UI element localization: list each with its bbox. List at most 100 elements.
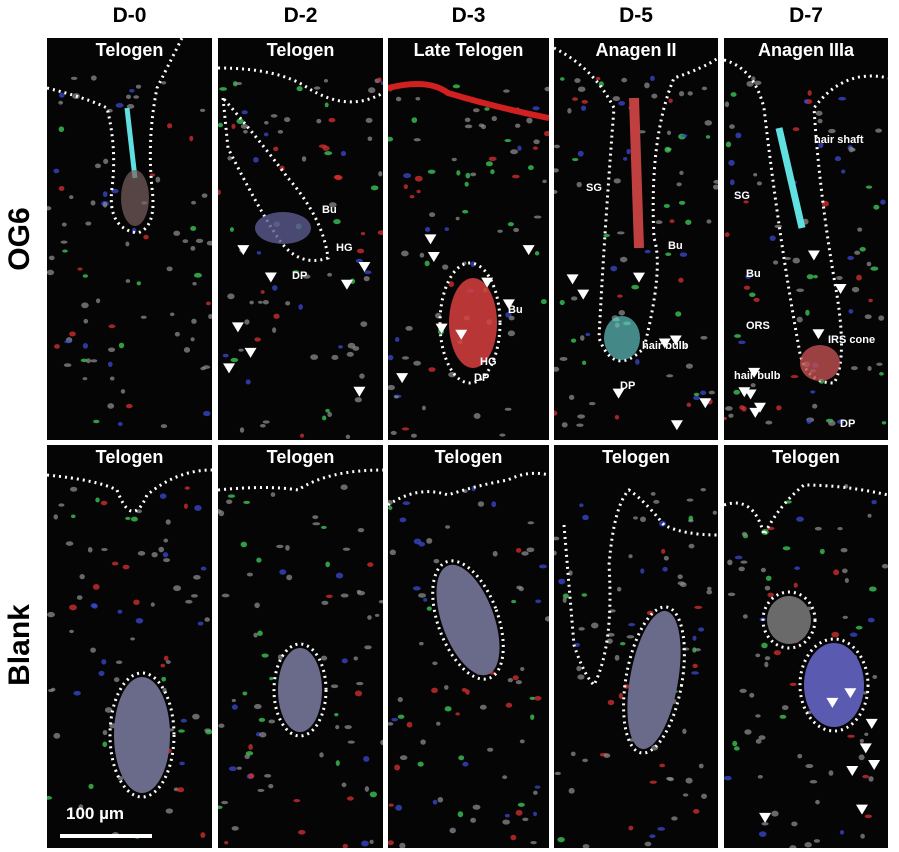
cell-nucleus — [851, 366, 858, 371]
cell-nucleus — [693, 395, 700, 401]
cell-nucleus — [231, 698, 236, 703]
cell-nucleus — [329, 202, 337, 208]
cell-nucleus — [857, 227, 863, 232]
cell-nucleus — [272, 285, 278, 291]
panel-og6-d5: Anagen II SG Bu hair bulb DP — [554, 38, 718, 440]
cell-nucleus — [155, 176, 161, 183]
cell-nucleus — [388, 384, 395, 391]
cell-nucleus — [340, 593, 349, 598]
cell-nucleus — [325, 408, 330, 413]
panel-blank-d7: Telogen — [724, 445, 888, 848]
cell-nucleus — [452, 84, 461, 89]
cell-nucleus — [163, 538, 169, 543]
arrowhead-marker — [455, 329, 468, 340]
cell-nucleus — [327, 411, 333, 418]
cell-nucleus — [218, 805, 223, 809]
cell-nucleus — [102, 191, 108, 198]
cell-nucleus — [813, 274, 818, 279]
cell-nucleus — [334, 712, 339, 717]
cell-nucleus — [204, 617, 210, 622]
cell-nucleus — [465, 689, 470, 695]
cell-nucleus — [368, 87, 376, 94]
cell-nucleus — [302, 274, 311, 279]
cell-nucleus — [465, 172, 471, 179]
cell-nucleus — [685, 219, 692, 225]
arrowhead-marker — [868, 759, 881, 770]
cell-nucleus — [484, 107, 490, 111]
cell-nucleus — [324, 102, 329, 108]
cell-nucleus — [80, 358, 88, 363]
cell-nucleus — [243, 500, 251, 505]
cell-nucleus — [374, 613, 380, 617]
cell-nucleus — [644, 249, 651, 254]
cell-nucleus — [871, 500, 877, 505]
cell-nucleus — [61, 222, 67, 227]
cell-nucleus — [784, 256, 791, 261]
cell-nucleus — [818, 142, 824, 149]
cell-nucleus — [534, 251, 540, 256]
cell-nucleus — [195, 238, 204, 244]
cell-nucleus — [462, 209, 469, 214]
cell-nucleus — [492, 550, 498, 557]
cell-nucleus — [85, 221, 92, 226]
cell-nucleus — [135, 617, 144, 624]
cell-nucleus — [570, 296, 578, 301]
cell-nucleus — [102, 741, 108, 748]
cell-nucleus — [125, 516, 131, 520]
cell-nucleus — [327, 272, 333, 277]
arrowhead-marker — [566, 274, 579, 285]
cell-nucleus — [388, 354, 394, 361]
cell-nucleus — [858, 754, 865, 761]
cell-nucleus — [707, 586, 712, 591]
cell-nucleus — [513, 227, 520, 233]
cell-nucleus — [880, 199, 886, 205]
cell-nucleus — [581, 593, 588, 597]
cell-nucleus — [333, 218, 341, 225]
arrowhead-marker — [844, 688, 857, 699]
cell-nucleus — [663, 555, 669, 561]
cell-nucleus — [796, 316, 803, 323]
cell-nucleus — [705, 135, 711, 139]
cell-nucleus — [90, 359, 98, 363]
cell-nucleus — [727, 592, 736, 597]
row-label-og6: OG6 — [3, 207, 36, 271]
cell-nucleus — [194, 505, 202, 511]
cell-nucleus — [298, 304, 304, 310]
cell-nucleus — [357, 527, 365, 533]
cell-nucleus — [60, 240, 68, 244]
cell-nucleus — [603, 233, 610, 238]
cell-nucleus — [273, 313, 280, 319]
cell-nucleus — [544, 86, 549, 92]
cell-nucleus — [218, 723, 225, 728]
cell-nucleus — [353, 656, 359, 661]
cell-nucleus — [135, 84, 142, 89]
cell-nucleus — [667, 777, 675, 782]
arrowhead-marker — [481, 277, 494, 288]
cell-nucleus — [347, 740, 355, 744]
cell-nucleus — [344, 725, 352, 730]
cell-nucleus — [248, 773, 255, 779]
cell-nucleus — [394, 337, 400, 342]
cell-nucleus — [864, 732, 869, 737]
cell-nucleus — [378, 600, 383, 604]
cell-nucleus — [133, 599, 140, 606]
cell-nucleus — [844, 578, 849, 583]
arrowhead-marker — [353, 386, 366, 397]
cell-nucleus — [859, 246, 866, 252]
cell-nucleus — [753, 80, 762, 86]
cell-nucleus — [771, 810, 779, 817]
cell-nucleus — [734, 334, 742, 338]
cell-nucleus — [169, 312, 175, 317]
cell-nucleus — [567, 108, 572, 114]
arrowhead-marker — [427, 252, 440, 263]
label-dp: DP — [620, 380, 636, 392]
cell-nucleus — [208, 313, 212, 320]
cell-nucleus — [149, 173, 156, 177]
arrowhead-marker — [223, 363, 236, 374]
cell-nucleus — [95, 497, 100, 503]
cell-nucleus — [165, 660, 171, 665]
cell-nucleus — [664, 146, 671, 153]
cell-nucleus — [260, 290, 265, 294]
cell-nucleus — [571, 157, 579, 162]
stage-label: Telogen — [434, 447, 503, 467]
